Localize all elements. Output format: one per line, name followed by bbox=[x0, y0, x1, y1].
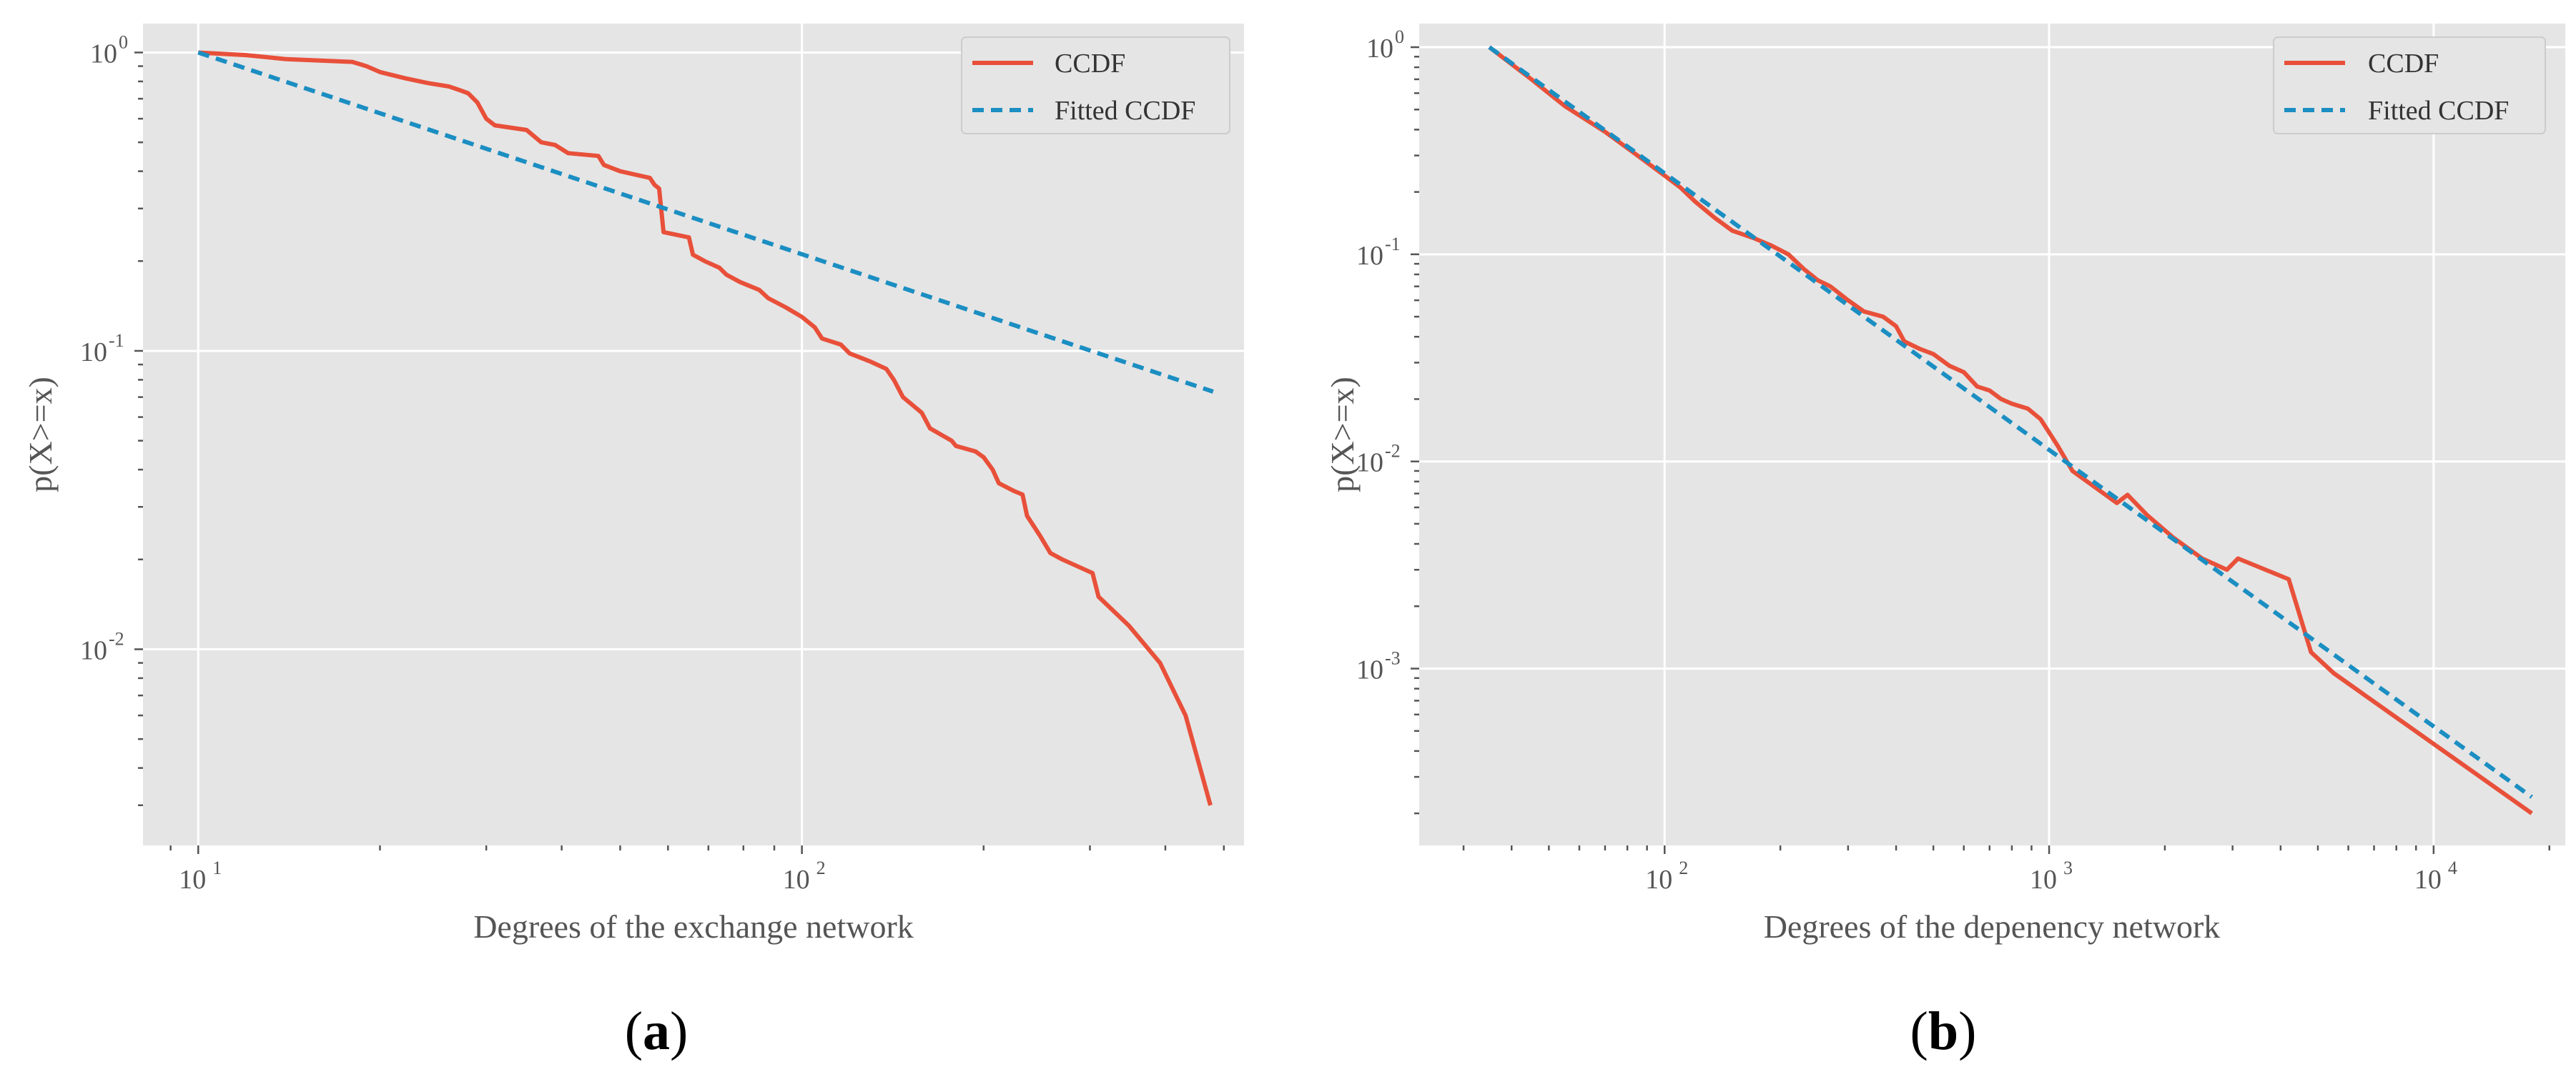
caption-a-letter: a bbox=[643, 1001, 670, 1061]
legend-a: CCDF Fitted CCDF bbox=[961, 36, 1230, 134]
x-tick-label: 10 bbox=[2030, 865, 2057, 895]
fitted-ccdf-line bbox=[1488, 45, 2533, 799]
caption-a: (a) bbox=[625, 1001, 689, 1061]
y-tick-label-exponent: 0 bbox=[119, 31, 128, 52]
legend-ccdf-label-a: CCDF bbox=[1055, 49, 1125, 79]
x-tick-label-exponent: 2 bbox=[816, 858, 826, 878]
ccdf-line bbox=[198, 50, 1213, 806]
legend-ccdf-label-b: CCDF bbox=[2368, 49, 2439, 79]
ccdf-line bbox=[1488, 45, 2533, 815]
y-tick-label-exponent: 0 bbox=[1395, 26, 1404, 47]
fitted-ccdf-line bbox=[197, 50, 1214, 394]
y-tick-label: 10 bbox=[90, 39, 117, 69]
legend-fitted-label-b: Fitted CCDF bbox=[2368, 96, 2509, 126]
x-axis-label-b: Degrees of the depenency network bbox=[1764, 908, 2221, 945]
grid-b bbox=[1419, 24, 2565, 845]
x-tick-label-exponent: 2 bbox=[1679, 858, 1688, 878]
x-tick-label: 10 bbox=[783, 865, 810, 895]
y-tick-label: 10 bbox=[1356, 655, 1383, 685]
y-axis-label-b: p(X>=x) bbox=[1324, 377, 1361, 492]
caption-a-close: ) bbox=[670, 1001, 688, 1061]
y-tick-label-exponent: -2 bbox=[1385, 441, 1401, 462]
x-tick-label: 10 bbox=[179, 865, 206, 895]
panel-a: 10 1 10 210 010 -110 -2 Degrees of the exchang… bbox=[22, 24, 1244, 1061]
caption-b-open: ( bbox=[1910, 1001, 1928, 1061]
x-tick-label-exponent: 4 bbox=[2448, 858, 2457, 878]
legend-b: CCDF Fitted CCDF bbox=[2273, 36, 2546, 134]
y-tick-label-exponent: -1 bbox=[109, 330, 124, 351]
y-tick-label-exponent: -1 bbox=[1385, 234, 1401, 254]
plot-area-a bbox=[143, 24, 1244, 845]
series-a bbox=[197, 50, 1214, 806]
caption-b-letter: b bbox=[1928, 1001, 1958, 1061]
y-tick-label: 10 bbox=[1366, 34, 1393, 64]
legend-fitted-label-a: Fitted CCDF bbox=[1055, 96, 1195, 126]
x-tick-label: 10 bbox=[1645, 865, 1672, 895]
y-tick-label: 10 bbox=[80, 337, 107, 367]
x-tick-label-exponent: 1 bbox=[212, 858, 222, 878]
ticks-a: 10 1 10 210 010 -110 -2 bbox=[80, 31, 1225, 895]
caption-a-open: ( bbox=[625, 1001, 643, 1061]
y-tick-label-exponent: -3 bbox=[1385, 648, 1401, 669]
y-tick-label-exponent: -2 bbox=[109, 628, 124, 649]
y-tick-label: 10 bbox=[80, 635, 107, 665]
ticks-b: 10 2 10 3 10 410 010 -110 -210 -3 bbox=[1356, 26, 2550, 895]
caption-b: (b) bbox=[1910, 1001, 1977, 1061]
series-b bbox=[1488, 45, 2533, 815]
grid-a bbox=[143, 24, 1244, 845]
panel-b: 10 2 10 3 10 410 010 -110 -210 -3 Degrees of the … bbox=[1324, 24, 2565, 1061]
x-tick-label: 10 bbox=[2414, 865, 2442, 895]
y-axis-label-a: p(X>=x) bbox=[22, 377, 59, 492]
y-tick-label: 10 bbox=[1356, 241, 1383, 271]
caption-b-close: ) bbox=[1958, 1001, 1976, 1061]
plot-area-b bbox=[1419, 24, 2565, 845]
x-tick-label-exponent: 3 bbox=[2063, 858, 2073, 878]
y-tick-label: 10 bbox=[1356, 448, 1383, 478]
x-axis-label-a: Degrees of the exchange network bbox=[473, 908, 914, 945]
